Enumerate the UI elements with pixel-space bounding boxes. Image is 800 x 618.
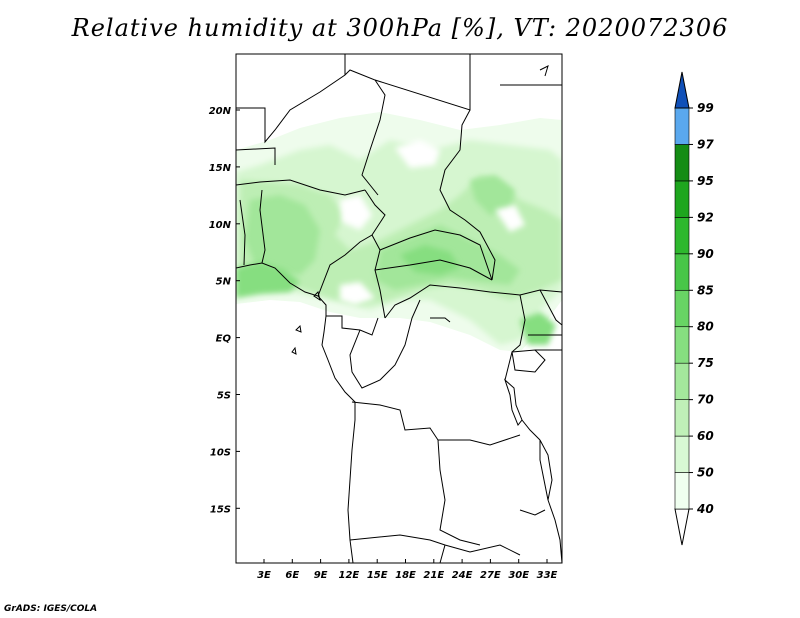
lon-label: 3E: [257, 570, 271, 581]
colorbar-label: 80: [697, 320, 714, 334]
border-line: [439, 544, 446, 563]
lon-label: 30E: [508, 570, 529, 581]
lon-label: 15E: [367, 570, 388, 581]
lat-label: 5S: [217, 391, 231, 402]
colorbar-label: 40: [696, 502, 714, 516]
colorbar-segment: [674, 71, 690, 109]
river-outline: [430, 317, 451, 323]
colorbar-label: 92: [697, 210, 714, 224]
colorbar-label: 97: [697, 137, 714, 151]
colorbar-label: 75: [697, 356, 714, 370]
colorbar-segment: [674, 508, 690, 546]
dry-area-b: [340, 195, 372, 230]
country-borders: [236, 54, 562, 563]
colorbar-segment: [674, 144, 690, 182]
lake-outline: [503, 378, 523, 426]
dry-area-c: [340, 282, 375, 305]
colorbar: 40 50 60 70 75 80 85 90 92 95 97 99: [674, 71, 714, 546]
border-line: [259, 189, 266, 264]
lon-label: 33E: [537, 570, 558, 581]
border-line: [384, 284, 562, 319]
island-outline: [291, 346, 297, 355]
border-line: [519, 509, 546, 516]
border-line: [349, 534, 521, 556]
border-line: [439, 109, 496, 281]
map-frame: [235, 53, 563, 564]
map-title: Relative humidity at 300hPa [%], VT: 202…: [71, 14, 729, 42]
colorbar-label: 99: [697, 101, 714, 115]
colorbar-segment: [674, 362, 690, 400]
humidity-area-75b: [400, 245, 460, 275]
lat-label: 10N: [209, 220, 232, 231]
latitude-axis: 20N 15N 10N 5N EQ 5S 10S 15S: [209, 106, 240, 515]
border-line: [236, 69, 386, 196]
lon-label: 24E: [452, 570, 473, 581]
border-line: [317, 189, 386, 297]
lon-label: 6E: [285, 570, 299, 581]
lon-label: 21E: [423, 570, 444, 581]
colorbar-segment: [674, 326, 690, 364]
border-line: [239, 199, 246, 266]
colorbar-segment: [674, 472, 690, 510]
colorbar-segment: [674, 217, 690, 255]
colorbar-segment: [674, 435, 690, 473]
colorbar-label: 70: [697, 393, 714, 407]
border-line: [504, 294, 526, 381]
humidity-area-75c: [520, 312, 556, 345]
dry-area: [395, 140, 440, 168]
border-line: [349, 299, 421, 389]
humidity-shading: [236, 112, 562, 352]
border-line: [379, 229, 493, 281]
lat-label: 15S: [210, 504, 231, 515]
colorbar-label: 95: [697, 174, 714, 188]
lon-label: 12E: [339, 570, 360, 581]
credit-label: GrADS: IGES/COLA: [4, 604, 98, 614]
humidity-area-70c: [470, 175, 515, 215]
coastline-west: [236, 262, 356, 563]
lat-label: 15N: [209, 163, 232, 174]
river-outline: [539, 65, 549, 77]
lake-outline: [539, 439, 553, 501]
colorbar-label: 60: [697, 429, 714, 443]
border-line: [547, 499, 562, 563]
border-line: [351, 401, 481, 546]
lon-label: 18E: [395, 570, 416, 581]
border-line: [236, 147, 276, 165]
colorbar-label: 85: [697, 283, 714, 297]
lat-label: 20N: [209, 106, 232, 117]
lon-label: 9E: [314, 570, 328, 581]
lake-outline: [511, 349, 546, 373]
colorbar-segment: [674, 180, 690, 218]
lat-label: 5N: [216, 277, 232, 288]
colorbar-segment: [674, 399, 690, 437]
border-line: [438, 434, 521, 446]
border-line: [236, 179, 366, 196]
dry-area-d: [495, 205, 525, 232]
lon-label: 27E: [480, 570, 501, 581]
island-outline: [295, 324, 302, 333]
border-line: [326, 315, 379, 336]
humidity-area-75: [236, 262, 300, 298]
lat-label: EQ: [216, 334, 232, 345]
border-line: [374, 54, 471, 111]
border-line: [374, 259, 493, 281]
colorbar-segment: [674, 289, 690, 328]
island-outline: [313, 291, 321, 302]
longitude-axis: 3E 6E 9E 12E 15E 18E 21E 24E 27E 30E 33E: [257, 559, 558, 581]
lat-label: 10S: [210, 447, 231, 458]
colorbar-segment: [674, 253, 690, 291]
colorbar-label: 50: [697, 466, 714, 480]
colorbar-label: 90: [697, 247, 714, 261]
colorbar-segment: [674, 107, 690, 145]
border-line: [521, 419, 541, 441]
border-line: [539, 289, 562, 326]
